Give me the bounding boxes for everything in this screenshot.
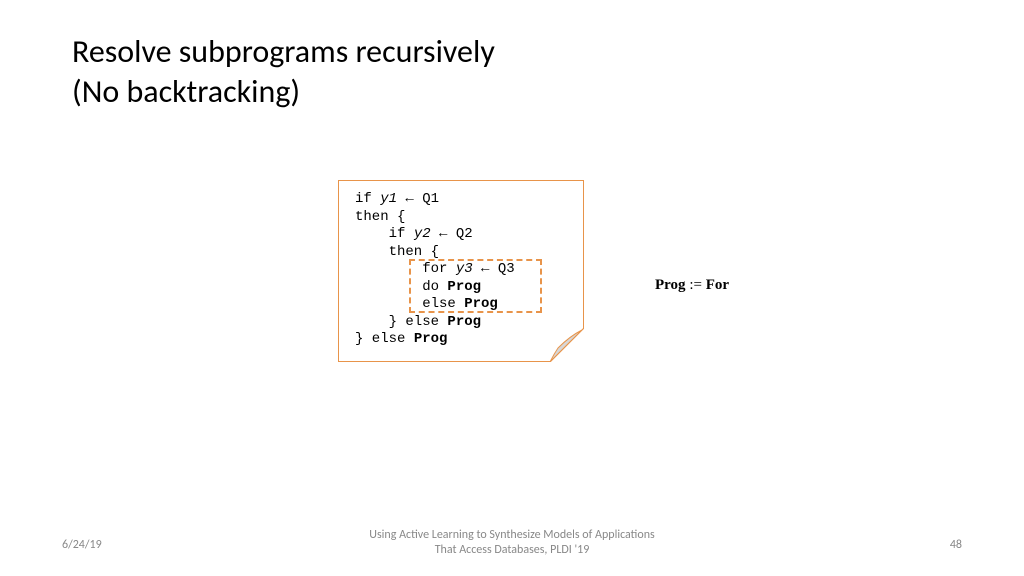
grammar-rule: Prog := For [655, 277, 729, 294]
t: } else [355, 314, 447, 330]
code-content: if y1 ← Q1 then { if y2 ← Q2 then { for … [355, 191, 571, 349]
footer-center: Using Active Learning to Synthesize Mode… [0, 528, 1024, 558]
slide: Resolve subprograms recursively (No back… [0, 0, 1024, 576]
title-line-2: (No backtracking) [72, 72, 300, 111]
code-box: if y1 ← Q1 then { if y2 ← Q2 then { for … [338, 180, 584, 362]
t: } else [355, 331, 414, 347]
title-line-1: Resolve subprograms recursively [72, 32, 495, 71]
t: y3 [456, 261, 473, 277]
footer-center-l1: Using Active Learning to Synthesize Mode… [369, 528, 654, 542]
t: ← Q3 [473, 261, 515, 277]
t: y2 [414, 226, 431, 242]
t: ← Q1 [397, 191, 439, 207]
t: for [355, 261, 456, 277]
rule-op: := [686, 277, 706, 293]
footer-center-l2: That Access Databases, PLDI '19 [435, 543, 590, 557]
t: then { [355, 209, 405, 225]
slide-title: Resolve subprograms recursively (No back… [72, 32, 495, 112]
t: Prog [414, 331, 448, 347]
t: if [355, 191, 380, 207]
t: y1 [380, 191, 397, 207]
footer-page: 48 [950, 538, 962, 552]
rule-lhs: Prog [655, 277, 686, 293]
rule-rhs: For [706, 277, 729, 293]
t: Prog [464, 296, 498, 312]
t: if [355, 226, 414, 242]
t: Prog [447, 279, 481, 295]
t: Prog [447, 314, 481, 330]
t: then { [355, 244, 439, 260]
t: ← Q2 [431, 226, 473, 242]
t: do [355, 279, 447, 295]
t: else [355, 296, 464, 312]
